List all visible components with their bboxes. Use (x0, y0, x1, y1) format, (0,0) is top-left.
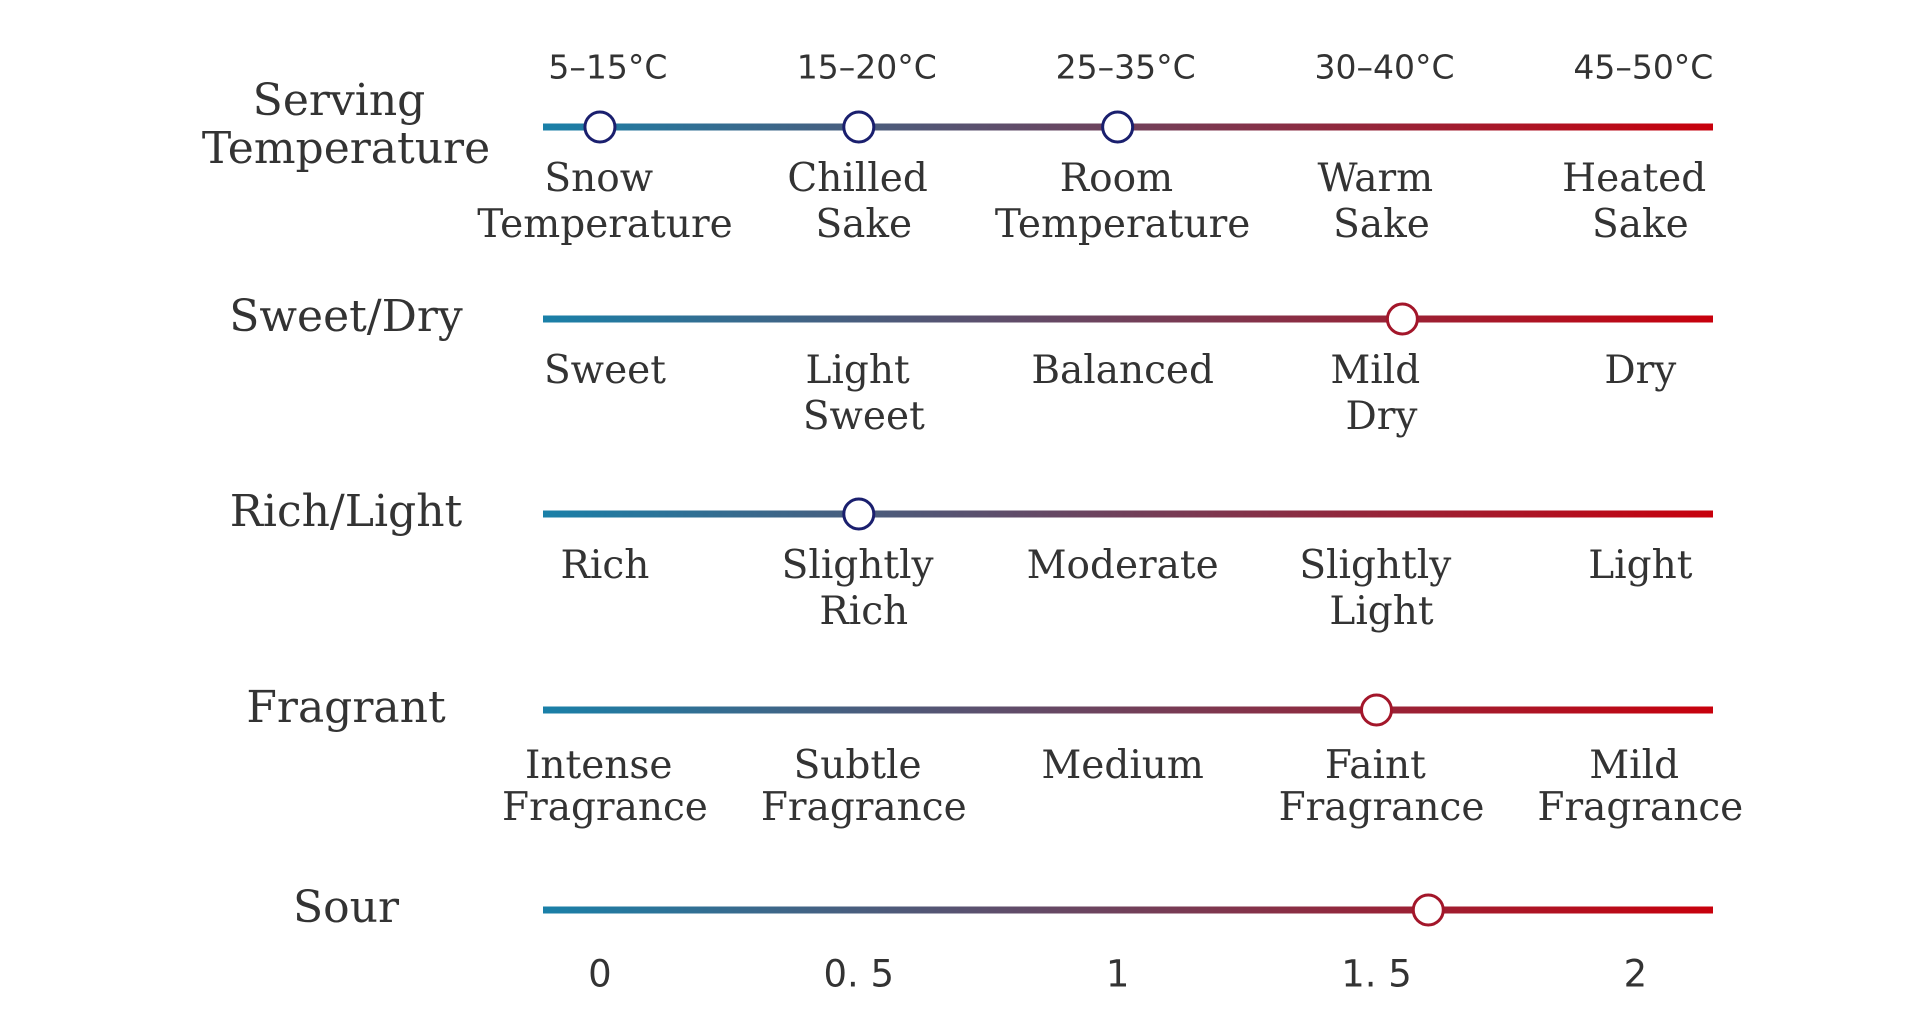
category-label: Sweet (544, 348, 666, 393)
x-tick-label: 1. 5 (1341, 953, 1412, 996)
range-label: 5–15°C (548, 48, 667, 87)
category-label: Chilled Sake (787, 156, 940, 247)
category-label: Snow Temperature (477, 156, 733, 247)
row-label: Rich/Light (230, 486, 463, 537)
category-label: Mild Fragrance (1537, 743, 1743, 830)
category-label: Light (1588, 543, 1692, 588)
row-label: Sweet/Dry (229, 291, 463, 342)
category-label: Mild Dry (1330, 348, 1432, 439)
track (543, 906, 1713, 914)
category-label: Warm Sake (1318, 156, 1446, 247)
x-tick-label: 2 (1624, 953, 1648, 996)
category-label: Light Sweet (803, 348, 925, 439)
category-label: Intense Fragrance (502, 743, 708, 830)
category-label: Subtle Fragrance (761, 743, 967, 830)
range-label: 25–35°C (1056, 48, 1196, 87)
category-label: Dry (1604, 348, 1676, 393)
marker (842, 110, 876, 144)
row-label: Serving Temperature (202, 75, 490, 174)
row-label: Fragrant (246, 682, 446, 733)
category-label: Faint Fragrance (1279, 743, 1485, 830)
track (543, 510, 1713, 518)
category-label: Balanced (1031, 348, 1214, 393)
track (543, 315, 1713, 323)
marker (1411, 893, 1445, 927)
category-label: Moderate (1027, 543, 1219, 588)
marker (842, 497, 876, 531)
track (543, 706, 1713, 714)
category-label: Rich (561, 543, 650, 588)
marker (1101, 110, 1135, 144)
category-label: Heated Sake (1562, 156, 1718, 247)
category-label: Slightly Rich (782, 543, 946, 634)
range-label: 30–40°C (1314, 48, 1454, 87)
category-label: Room Temperature (995, 156, 1251, 247)
marker (1359, 693, 1393, 727)
range-label: 15–20°C (797, 48, 937, 87)
x-tick-label: 0. 5 (823, 953, 894, 996)
x-tick-label: 1 (1106, 953, 1130, 996)
category-label: Medium (1041, 743, 1204, 788)
x-tick-label: 0 (588, 953, 612, 996)
category-label: Slightly Light (1299, 543, 1463, 634)
marker (1385, 302, 1419, 336)
marker (583, 110, 617, 144)
row-label: Sour (293, 882, 400, 933)
range-label: 45–50°C (1573, 48, 1713, 87)
